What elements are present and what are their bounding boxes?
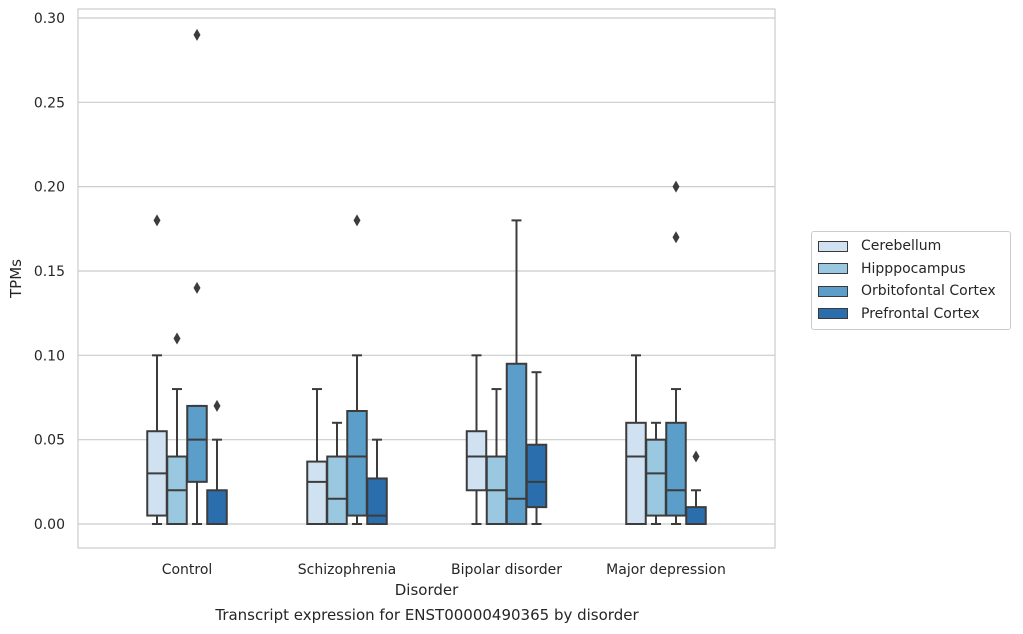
- box-cerebellum: [146, 214, 168, 525]
- box-prefrontal-cortex: [525, 371, 548, 525]
- box-iqr: [625, 421, 647, 526]
- box-orbitofontal-cortex: [346, 214, 368, 525]
- box-prefrontal-cortex: [366, 438, 388, 526]
- outlier-point: [153, 214, 161, 227]
- x-tick-label: Bipolar disorder: [451, 562, 562, 578]
- legend-item: Orbitofontal Cortex: [812, 280, 1010, 303]
- x-axis-title: Disorder: [395, 581, 459, 599]
- box-prefrontal-cortex: [685, 450, 707, 525]
- box-hipppocampus: [645, 421, 667, 525]
- y-tick-label: 0.05: [34, 433, 65, 449]
- box-iqr: [665, 421, 687, 517]
- legend-label: Cerebellum: [861, 238, 942, 255]
- box-iqr: [645, 438, 667, 517]
- box-series: [146, 28, 707, 526]
- box-hipppocampus: [326, 421, 348, 526]
- box-iqr: [346, 409, 368, 517]
- box-hipppocampus: [166, 332, 188, 526]
- box-prefrontal-cortex: [206, 399, 228, 525]
- y-axis-title: TPMs: [7, 259, 25, 299]
- box-iqr: [685, 506, 707, 525]
- chart-caption: Transcript expression for ENST0000049036…: [215, 606, 639, 624]
- y-tick-label: 0.00: [34, 517, 65, 533]
- y-tick-label: 0.30: [34, 11, 65, 27]
- box-orbitofontal-cortex: [665, 180, 687, 525]
- outlier-point: [692, 450, 700, 463]
- legend-label: Hipppocampus: [861, 260, 966, 277]
- legend-swatch: [818, 240, 848, 252]
- outlier-point: [672, 231, 680, 244]
- x-tick-label: Schizophrenia: [298, 562, 396, 578]
- outlier-point: [173, 332, 181, 345]
- box-iqr: [505, 362, 528, 525]
- outlier-point: [353, 214, 361, 227]
- legend-item: Cerebellum: [812, 235, 1010, 258]
- outlier-point: [193, 281, 201, 294]
- box-iqr: [366, 477, 388, 526]
- legend-label: Orbitofontal Cortex: [861, 283, 996, 300]
- box-iqr: [465, 430, 488, 492]
- legend-item: Prefrontal Cortex: [812, 303, 1010, 326]
- x-tick-labels: Control Schizophrenia Bipolar disorder Majo…: [162, 562, 726, 578]
- y-tick-label: 0.20: [34, 180, 65, 196]
- box-iqr: [206, 489, 228, 525]
- legend-item: Hipppocampus: [812, 258, 1010, 281]
- x-tick-label: Major depression: [606, 562, 726, 578]
- x-tick-label: Control: [162, 562, 213, 578]
- y-tick-labels: 0.00 0.05 0.10 0.15 0.20 0.25 0.30: [34, 11, 65, 533]
- y-tick-label: 0.15: [34, 264, 65, 280]
- outlier-point: [213, 399, 221, 412]
- box-hipppocampus: [485, 388, 508, 526]
- legend-swatch: [818, 285, 848, 297]
- y-tick-label: 0.10: [34, 348, 65, 364]
- legend: Cerebellum Hipppocampus Orbitofontal Corte…: [811, 231, 1011, 330]
- y-tick-label: 0.25: [34, 95, 65, 111]
- outlier-point: [672, 180, 680, 193]
- box-iqr: [525, 443, 548, 509]
- box-iqr: [186, 404, 208, 483]
- box-iqr: [326, 455, 348, 526]
- box-iqr: [306, 460, 328, 526]
- legend-swatch: [818, 263, 848, 275]
- box-orbitofontal-cortex: [186, 28, 208, 525]
- legend-swatch: [818, 308, 848, 320]
- outlier-point: [193, 28, 201, 41]
- legend-label: Prefrontal Cortex: [861, 305, 980, 322]
- box-cerebellum: [465, 354, 488, 525]
